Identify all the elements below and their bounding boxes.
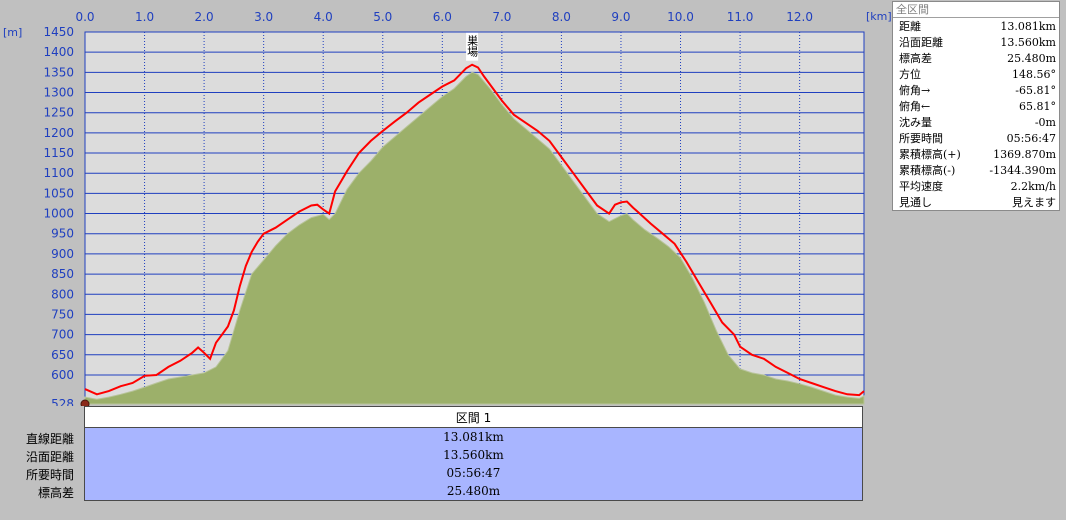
stats-row-value: 05:56:47: [1006, 132, 1056, 145]
y-tick-label: 850: [51, 267, 74, 281]
y-tick-label: 1050: [43, 186, 74, 200]
x-tick-label: 12.0: [786, 10, 813, 24]
x-tick-label: 3.0: [254, 10, 273, 24]
section-header[interactable]: 区間 1: [84, 406, 863, 428]
y-tick-label: 900: [51, 247, 74, 261]
start-marker-icon[interactable]: [80, 399, 90, 406]
stats-row-value: 1369.870m: [993, 148, 1056, 161]
stats-panel-title: 全区間: [893, 2, 1059, 18]
y-tick-label: 1000: [43, 207, 74, 221]
stats-row: 見通し 見えます: [893, 194, 1059, 210]
section-row-labels: 直線距離沿面距離所要時間標高差: [0, 430, 78, 502]
stats-row: 平均速度 2.2km/h: [893, 178, 1059, 194]
stats-row: 距離 13.081km: [893, 18, 1059, 34]
x-tick-label: 11.0: [727, 10, 754, 24]
stats-row: 標高差 25.480m: [893, 50, 1059, 66]
stats-row: 所要時間 05:56:47: [893, 130, 1059, 146]
stats-row-value: 見えます: [1012, 196, 1056, 209]
section-value: 13.081km: [443, 430, 504, 444]
x-tick-label: 2.0: [195, 10, 214, 24]
x-tick-label: 7.0: [492, 10, 511, 24]
section-row-label: 標高差: [37, 486, 74, 500]
stats-row-label: 俯角←: [899, 100, 931, 113]
stats-row-label: 沈み量: [899, 116, 932, 129]
x-tick-label: 8.0: [552, 10, 571, 24]
stats-row: 累積標高(-) -1344.390m: [893, 162, 1059, 178]
y-tick-label: 1250: [43, 106, 74, 120]
stats-row-label: 所要時間: [899, 132, 943, 145]
stats-row-label: 沿面距離: [899, 36, 943, 49]
stats-row-label: 俯角→: [899, 84, 931, 97]
stats-row-label: 平均速度: [899, 180, 943, 193]
peak-label: 巣場: [466, 34, 479, 57]
stats-row: 累積標高(+) 1369.870m: [893, 146, 1059, 162]
stats-row-label: 距離: [899, 20, 921, 33]
y-tick-label: 528: [51, 397, 74, 406]
y-tick-label: 800: [51, 287, 74, 301]
stats-panel: 全区間 距離 13.081km 沿面距離 13.560km 標高差 25.480m 方位 14…: [892, 1, 1060, 211]
stats-row-value: -1344.390m: [989, 164, 1056, 177]
y-tick-label: 1200: [43, 126, 74, 140]
stats-row-label: 標高差: [899, 52, 932, 65]
y-tick-label: 1450: [43, 25, 74, 39]
stats-row-value: 13.560km: [1000, 36, 1056, 49]
stats-row-value: 148.56°: [1012, 68, 1056, 81]
stats-row: 沿面距離 13.560km: [893, 34, 1059, 50]
stats-row-value: 65.81°: [1019, 100, 1056, 113]
section-value: 05:56:47: [446, 466, 501, 480]
y-tick-label: 700: [51, 328, 74, 342]
y-tick-label: 750: [51, 307, 74, 321]
x-tick-label: 0.0: [75, 10, 94, 24]
x-tick-label: 10.0: [667, 10, 694, 24]
stats-row-value: -0m: [1034, 116, 1056, 129]
stats-row-value: -65.81°: [1015, 84, 1056, 97]
stats-row-value: 13.081km: [1000, 20, 1056, 33]
stats-row-value: 2.2km/h: [1010, 180, 1056, 193]
y-tick-label: 600: [51, 368, 74, 382]
stats-row-label: 方位: [899, 68, 921, 81]
section-row-label: 沿面距離: [25, 450, 74, 464]
terrain-area: [84, 71, 865, 405]
stats-row-label: 見通し: [899, 196, 932, 209]
x-tick-label: 5.0: [373, 10, 392, 24]
section-value: 13.560km: [443, 448, 504, 462]
y-tick-label: 1400: [43, 45, 74, 59]
stats-row-label: 累積標高(-): [899, 164, 956, 177]
stats-row: 方位 148.56°: [893, 66, 1059, 82]
y-tick-label: 650: [51, 348, 74, 362]
y-tick-label: 1300: [43, 86, 74, 100]
x-tick-label: 6.0: [433, 10, 452, 24]
y-tick-label: 1150: [43, 146, 74, 160]
route-line: [84, 63, 865, 397]
stats-row: 俯角← 65.81°: [893, 98, 1059, 114]
stats-row: 沈み量 -0m: [893, 114, 1059, 130]
x-tick-label: 4.0: [314, 10, 333, 24]
y-tick-label: 1100: [43, 166, 74, 180]
stats-row: 俯角→ -65.81°: [893, 82, 1059, 98]
elevation-chart[interactable]: 0.0 1.0 2.0 3.0 4.0 5.0 6.0 7.0 8.0 9.0 10.0 11.0 12…: [0, 0, 1066, 406]
section-row-label: 所要時間: [25, 468, 74, 482]
y-tick-label: 950: [51, 227, 74, 241]
section-table: 区間 1 13.081km 13.560km 05:56:47 25.480m: [84, 406, 863, 501]
x-tick-label: 1.0: [135, 10, 154, 24]
x-unit-label: [km]: [866, 10, 892, 23]
y-tick-label: 1350: [43, 65, 74, 79]
x-tick-label: 9.0: [611, 10, 630, 24]
section-row-label: 直線距離: [25, 432, 74, 446]
peak-label-bg: [466, 32, 479, 61]
stats-row-label: 累積標高(+): [899, 148, 961, 161]
section-value: 25.480m: [446, 484, 501, 498]
stats-row-value: 25.480m: [1007, 52, 1056, 65]
y-unit-label: [m]: [3, 26, 22, 39]
